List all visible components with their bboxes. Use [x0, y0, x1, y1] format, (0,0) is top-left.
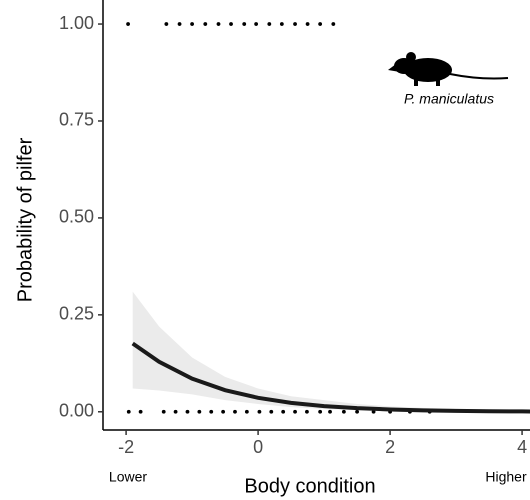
x-low-label: Lower: [109, 469, 147, 485]
data-point: [318, 22, 323, 26]
x-tick-label: 2: [385, 437, 395, 457]
data-point: [126, 409, 131, 414]
data-point: [177, 22, 182, 26]
data-point: [197, 409, 202, 414]
data-point: [267, 22, 272, 26]
data-point: [257, 409, 262, 414]
data-point: [355, 409, 359, 414]
data-point: [281, 409, 286, 414]
data-point: [331, 22, 336, 26]
data-point: [229, 22, 233, 26]
x-tick-label: -2: [118, 437, 134, 457]
y-tick-label: 0.00: [59, 401, 94, 421]
data-point: [209, 409, 214, 414]
y-tick-label: 1.00: [59, 13, 94, 33]
data-point: [203, 22, 208, 26]
mouse-silhouette: [388, 52, 509, 86]
data-point: [242, 22, 247, 26]
x-axis-title: Body condition: [244, 475, 375, 497]
y-axis-title: Probability of pilfer: [14, 137, 36, 302]
x-tick-label: 4: [517, 437, 527, 457]
data-point: [138, 409, 143, 414]
data-point: [233, 409, 237, 414]
y-tick-label: 0.25: [59, 304, 94, 324]
data-point: [173, 409, 178, 414]
x-high-label: Higher: [485, 469, 527, 485]
data-point: [244, 409, 249, 414]
data-point: [164, 22, 169, 26]
data-point: [126, 22, 130, 26]
data-point: [185, 409, 190, 414]
data-point: [305, 409, 309, 414]
species-label: P. maniculatus: [404, 91, 494, 107]
data-point: [190, 22, 194, 26]
data-point: [293, 22, 297, 26]
confidence-band: [132, 291, 530, 412]
data-point: [328, 409, 332, 414]
data-point: [318, 409, 323, 414]
data-point: [293, 409, 297, 414]
y-tick-label: 0.50: [59, 207, 94, 227]
data-point: [269, 409, 274, 414]
data-point: [305, 22, 310, 26]
data-point: [221, 409, 226, 414]
data-point: [161, 409, 166, 414]
x-tick-label: 0: [253, 437, 263, 457]
fitted-line: [131, 341, 530, 414]
y-tick-label: 0.75: [59, 110, 94, 130]
data-point: [341, 409, 346, 414]
data-point: [279, 22, 284, 26]
data-point: [216, 22, 221, 26]
data-point: [254, 22, 259, 26]
